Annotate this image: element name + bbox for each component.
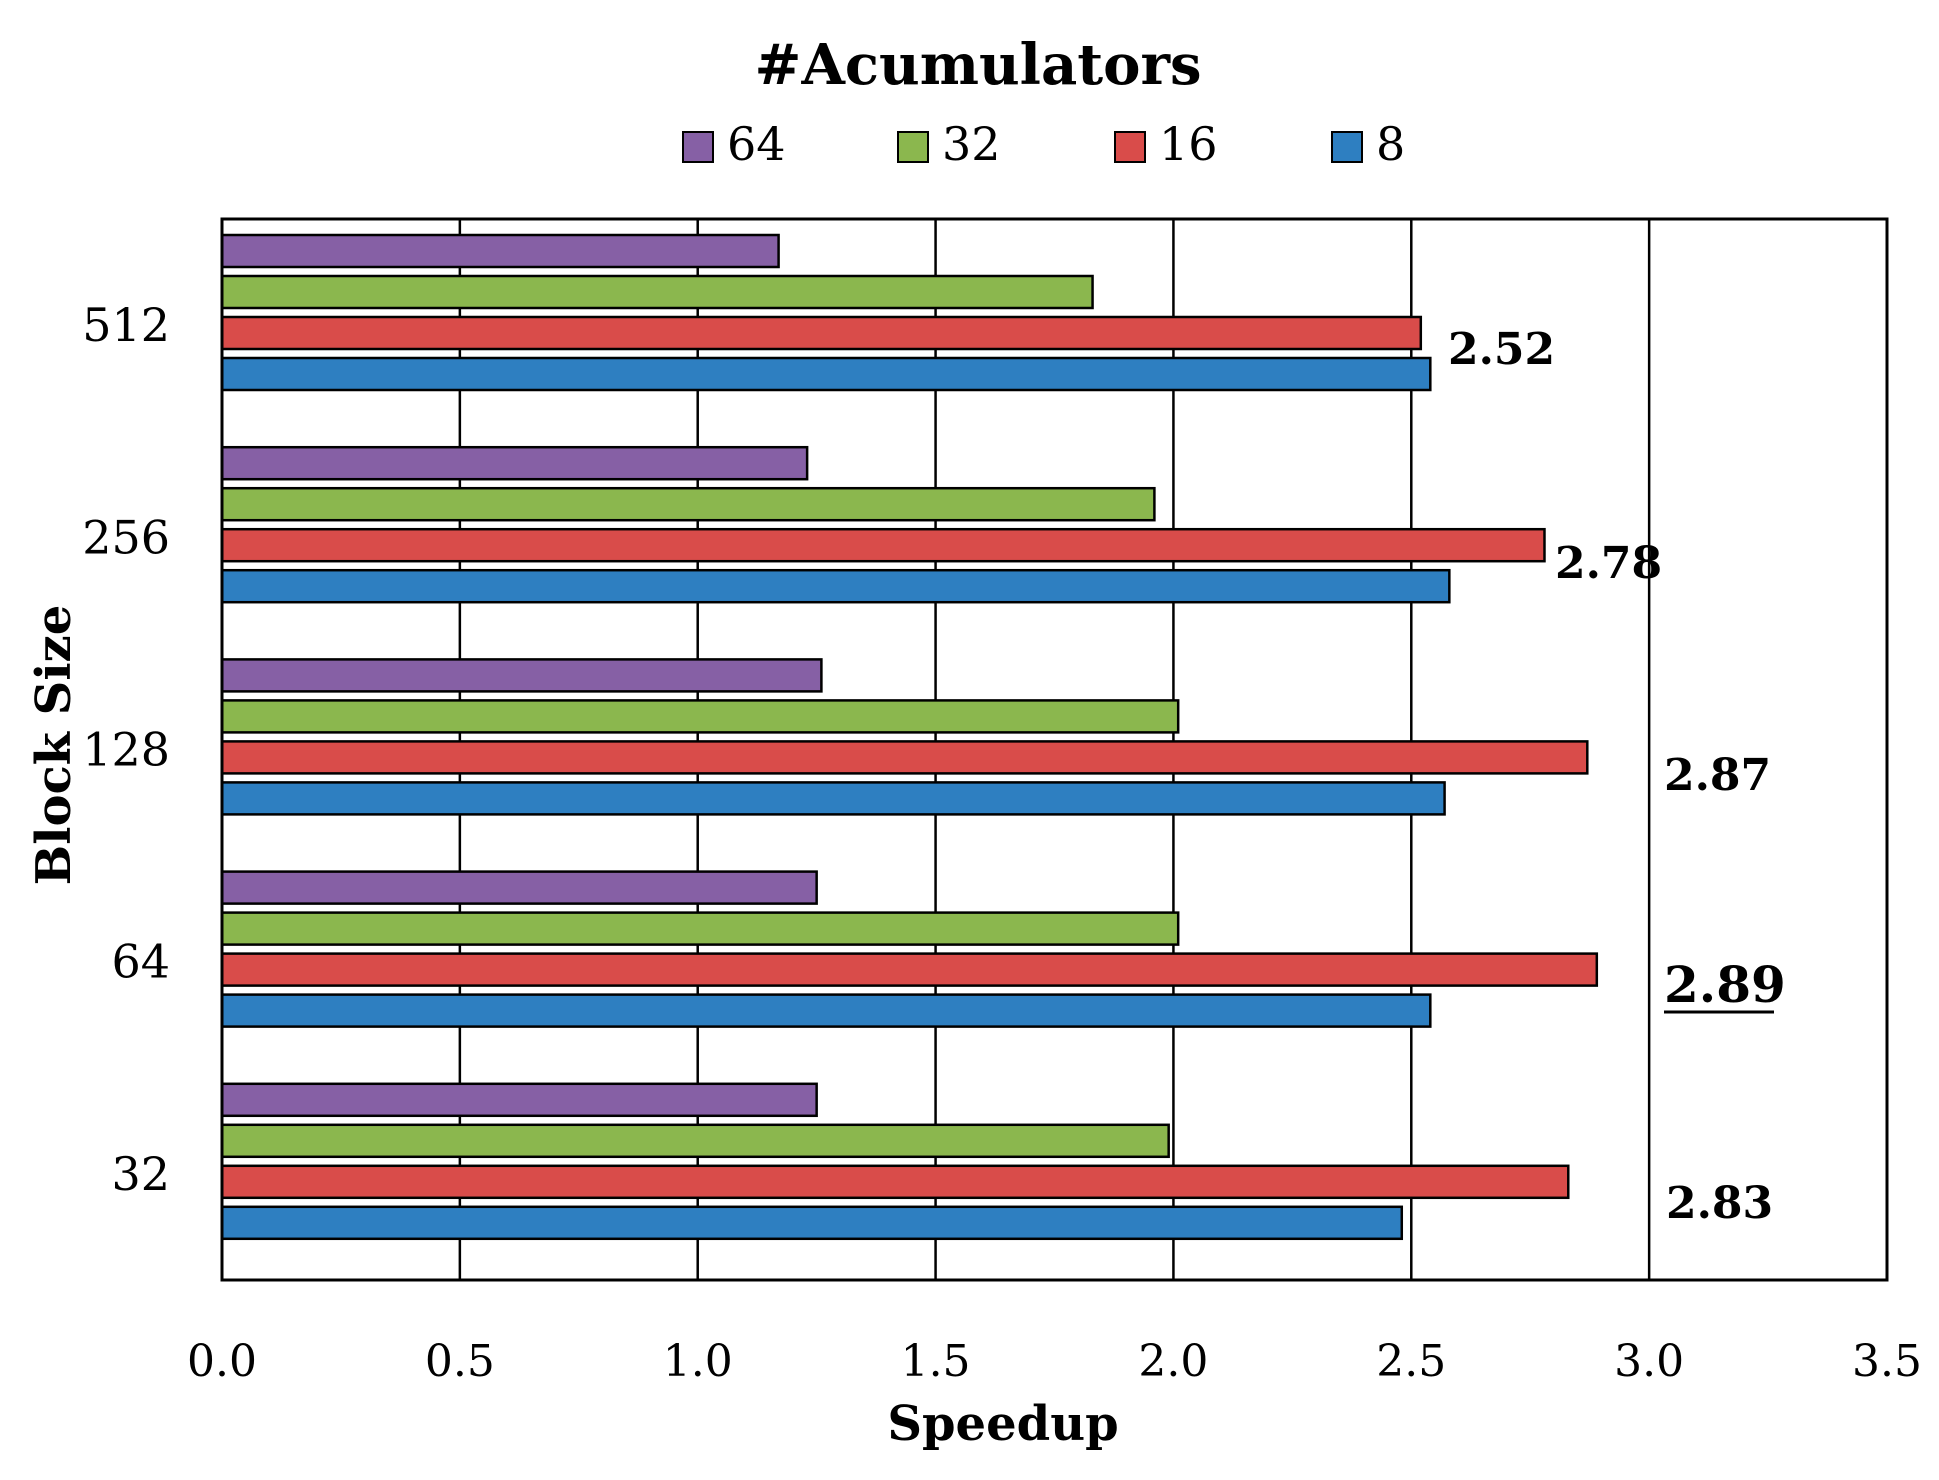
y-category-label-256: 256 xyxy=(82,510,170,564)
y-category-label-512: 512 xyxy=(82,298,170,352)
y-axis-label: Block Size xyxy=(26,605,82,886)
annotation-64: 2.89 xyxy=(1664,955,1786,1014)
legend-swatch-32 xyxy=(897,131,929,163)
bar-64-series-32 xyxy=(220,911,1180,946)
bar-256-series-32 xyxy=(220,486,1156,522)
bar-512-series-16 xyxy=(220,315,1423,351)
chart-title: #Acumulators xyxy=(755,32,1202,98)
bar-512-series-8 xyxy=(220,356,1432,392)
legend-swatch-64 xyxy=(682,131,714,163)
plot-area-frame xyxy=(220,217,1889,1282)
bar-64-series-64 xyxy=(220,870,818,905)
bar-256-series-64 xyxy=(220,445,809,481)
legend-label-64: 64 xyxy=(727,117,786,171)
bar-128-series-32 xyxy=(220,699,1180,734)
x-tick-label-3.5: 3.5 xyxy=(1852,1336,1922,1387)
x-tick-label-1.0: 1.0 xyxy=(663,1336,733,1387)
x-axis-ticks: 0.0 0.5 1.0 1.5 2.0 2.5 3.0 3.5 xyxy=(187,1336,1922,1387)
legend-label-16: 16 xyxy=(1159,117,1218,171)
legend-label-8: 8 xyxy=(1376,117,1405,171)
y-category-label-32: 32 xyxy=(111,1147,170,1201)
bar-32-series-16 xyxy=(220,1164,1570,1200)
y-category-label-64: 64 xyxy=(111,935,170,989)
x-tick-label-0.0: 0.0 xyxy=(187,1336,257,1387)
bar-64-series-16 xyxy=(220,952,1599,987)
bar-32-series-32 xyxy=(220,1123,1170,1159)
x-tick-label-3.0: 3.0 xyxy=(1614,1336,1684,1387)
value-annotations: 2.52 2.78 2.87 2.89 2.83 xyxy=(1448,324,1786,1229)
bars xyxy=(220,233,1599,1241)
x-tick-label-2.0: 2.0 xyxy=(1138,1336,1208,1387)
bar-128-series-16 xyxy=(220,740,1589,775)
x-tick-label-2.5: 2.5 xyxy=(1376,1336,1446,1387)
x-axis-label: Speedup xyxy=(887,1396,1118,1452)
legend-swatch-8 xyxy=(1331,131,1363,163)
annotation-512: 2.52 xyxy=(1448,324,1555,375)
legend-swatch-16 xyxy=(1114,131,1146,163)
annotation-32: 2.83 xyxy=(1666,1178,1773,1229)
legend: 64 32 16 8 xyxy=(682,117,1405,171)
bar-256-series-8 xyxy=(220,568,1451,604)
bar-512-series-64 xyxy=(220,233,780,269)
annotation-256: 2.78 xyxy=(1555,538,1662,589)
bar-32-series-64 xyxy=(220,1082,818,1118)
legend-label-32: 32 xyxy=(942,117,1001,171)
bar-128-series-8 xyxy=(220,781,1446,816)
y-axis-categories: 512 256 128 64 32 xyxy=(82,298,170,1201)
bar-512-series-32 xyxy=(220,274,1094,310)
annotation-128: 2.87 xyxy=(1664,750,1771,801)
bar-256-series-16 xyxy=(220,527,1546,563)
y-category-label-128: 128 xyxy=(82,723,170,777)
x-tick-label-1.5: 1.5 xyxy=(901,1336,971,1387)
x-tick-label-0.5: 0.5 xyxy=(425,1336,495,1387)
bar-32-series-8 xyxy=(220,1205,1404,1241)
bar-128-series-64 xyxy=(220,658,823,693)
bar-64-series-8 xyxy=(220,993,1432,1028)
